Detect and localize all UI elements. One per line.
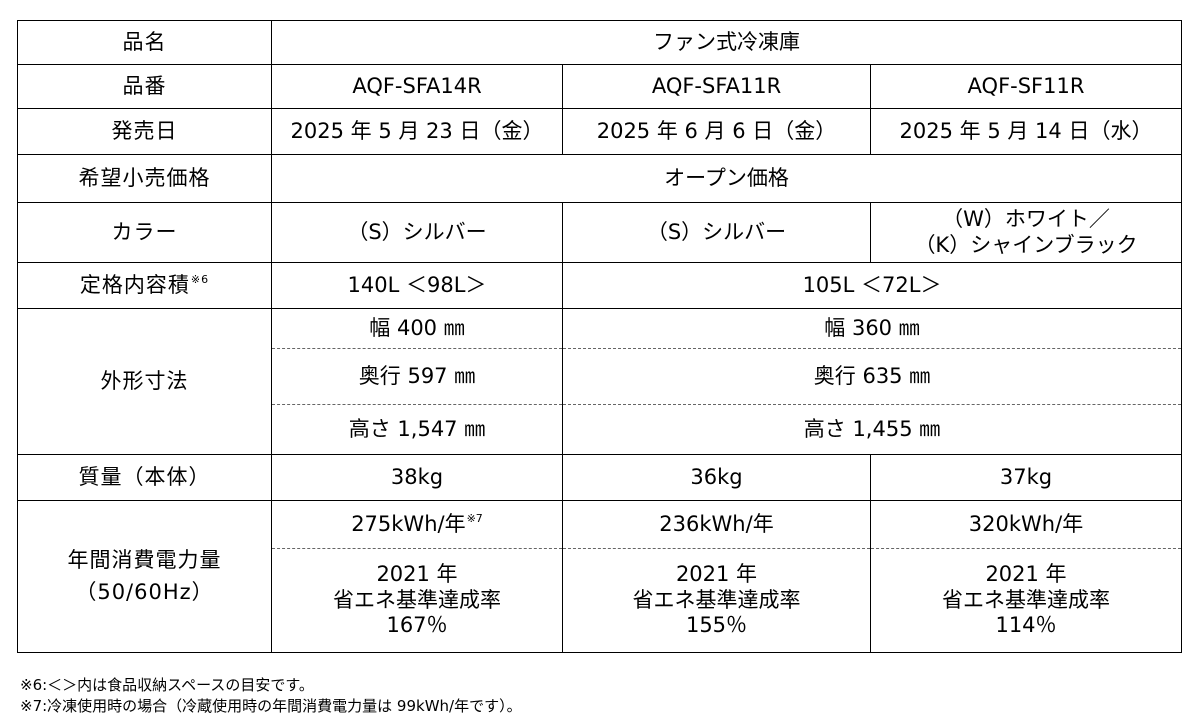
footnotes: ※6:＜＞内は食品収納スペースの目安です。 ※7:冷凍使用時の場合（冷蔵使用時の… xyxy=(20,675,522,717)
value-product-name: ファン式冷凍庫 xyxy=(270,20,1183,65)
footnote: ※6:＜＞内は食品収納スペースの目安です。 xyxy=(20,676,314,694)
model-number: AQF-SFA14R xyxy=(271,64,563,109)
energy-label: 年間消費電力量 xyxy=(67,547,222,572)
row-product-name: 品名 ファン式冷凍庫 xyxy=(17,20,1183,65)
energy-value: 320kWh/年 xyxy=(869,500,1183,549)
depth-value: 奥行 597 ㎜ xyxy=(271,348,563,405)
width-value: 幅 360 ㎜ xyxy=(561,308,1183,349)
efficiency-rate: 155％ xyxy=(685,613,748,638)
color-line: （K）シャインブラック xyxy=(914,232,1138,257)
color-value: （S）シルバー xyxy=(271,202,563,263)
color-value: （S）シルバー xyxy=(562,202,871,263)
row-capacity: 定格内容積※6 140L ＜98L＞ 105L ＜72L＞ xyxy=(17,262,1183,309)
energy-frequency: （50/60Hz） xyxy=(75,579,214,604)
efficiency-rate: 167％ xyxy=(386,613,448,638)
label-mass: 質量（本体） xyxy=(17,454,272,501)
efficiency-year: 2021 年 xyxy=(985,562,1067,587)
label-energy: 年間消費電力量 （50/60Hz） xyxy=(17,500,272,653)
model-number: AQF-SFA11R xyxy=(562,64,871,109)
height-value: 高さ 1,455 ㎜ xyxy=(561,404,1183,455)
label-product-name: 品名 xyxy=(17,20,272,65)
spec-table: 品名 ファン式冷凍庫 品番 AQF-SFA14R AQF-SFA11R AQF-… xyxy=(17,20,1183,653)
value-retail-price: オープン価格 xyxy=(270,154,1183,203)
depth-value: 奥行 635 ㎜ xyxy=(561,348,1183,405)
efficiency-label: 省エネ基準達成率 xyxy=(632,587,801,612)
row-energy: 年間消費電力量 （50/60Hz） 275kWh/年※7 236kWh/年 32… xyxy=(17,500,1183,653)
label-retail-price: 希望小売価格 xyxy=(17,154,272,203)
footnote-mark: ※7 xyxy=(466,511,483,525)
energy-value-text: 275kWh/年 xyxy=(351,511,466,536)
row-dims-depth: 奥行 597 ㎜ 奥行 635 ㎜ xyxy=(18,348,1183,405)
efficiency-label: 省エネ基準達成率 xyxy=(333,587,501,612)
efficiency-label: 省エネ基準達成率 xyxy=(942,587,1110,612)
label-dimensions: 外形寸法 xyxy=(17,308,272,455)
release-date: 2025 年 5 月 23 日（金） xyxy=(271,108,563,155)
label-model-number: 品番 xyxy=(17,64,272,109)
label-capacity: 定格内容積※6 xyxy=(17,262,272,309)
row-release-date: 発売日 2025 年 5 月 23 日（金） 2025 年 6 月 6 日（金）… xyxy=(17,108,1183,155)
row-mass: 質量（本体） 38kg 36kg 37kg xyxy=(17,454,1183,501)
efficiency-cell: 2021 年 省エネ基準達成率 167％ xyxy=(271,548,563,653)
efficiency-cell: 2021 年 省エネ基準達成率 155％ xyxy=(562,548,871,653)
width-value: 幅 400 ㎜ xyxy=(271,308,563,349)
efficiency-rate: 114％ xyxy=(995,613,1057,638)
efficiency-year: 2021 年 xyxy=(675,562,758,587)
row-retail-price: 希望小売価格 オープン価格 xyxy=(17,154,1183,203)
color-value-multi: （W）ホワイト／ （K）シャインブラック xyxy=(869,202,1183,263)
energy-value: 275kWh/年※7 xyxy=(271,500,563,549)
capacity-value: 140L ＜98L＞ xyxy=(271,262,563,309)
row-model-number: 品番 AQF-SFA14R AQF-SFA11R AQF-SF11R xyxy=(17,64,1183,109)
footnote-mark: ※6 xyxy=(190,272,210,286)
mass-value: 37kg xyxy=(869,454,1183,501)
row-color: カラー （S）シルバー （S）シルバー （W）ホワイト／ （K）シャインブラック xyxy=(17,202,1183,263)
mass-value: 38kg xyxy=(271,454,563,501)
row-dims-width: 外形寸法 幅 400 ㎜ 幅 360 ㎜ xyxy=(17,308,1183,455)
color-line: （W）ホワイト／ xyxy=(942,206,1110,231)
release-date: 2025 年 5 月 14 日（水） xyxy=(869,108,1183,155)
efficiency-year: 2021 年 xyxy=(376,562,458,587)
capacity-value: 105L ＜72L＞ xyxy=(561,262,1183,309)
energy-value: 236kWh/年 xyxy=(562,500,871,549)
capacity-label-text: 定格内容積 xyxy=(79,272,190,297)
model-number: AQF-SF11R xyxy=(869,64,1183,109)
footnote: ※7:冷凍使用時の場合（冷蔵使用時の年間消費電力量は 99kWh/年です）。 xyxy=(20,697,522,715)
row-efficiency: 2021 年 省エネ基準達成率 167％ 2021 年 省エネ基準達成率 155… xyxy=(18,548,1183,653)
efficiency-cell: 2021 年 省エネ基準達成率 114％ xyxy=(869,548,1183,653)
label-color: カラー xyxy=(17,202,272,263)
label-release-date: 発売日 xyxy=(17,108,272,155)
mass-value: 36kg xyxy=(562,454,871,501)
height-value: 高さ 1,547 ㎜ xyxy=(271,404,563,455)
release-date: 2025 年 6 月 6 日（金） xyxy=(562,108,871,155)
